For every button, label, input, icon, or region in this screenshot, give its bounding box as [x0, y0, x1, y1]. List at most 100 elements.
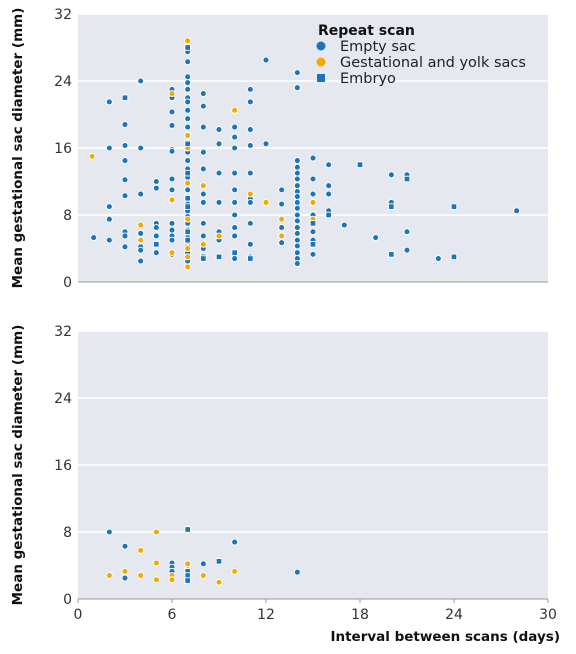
- top-point-empty: [293, 169, 301, 177]
- top-point-embryo: [200, 255, 207, 262]
- top-point-empty: [152, 184, 160, 192]
- bottom-point-yolk: [184, 560, 192, 568]
- top-series-embryo: [121, 44, 458, 262]
- bottom-x-tick-label: 30: [539, 607, 557, 623]
- top-point-empty: [293, 224, 301, 232]
- top-point-yolk: [184, 215, 192, 223]
- top-point-empty: [403, 246, 411, 254]
- top-point-empty: [231, 211, 239, 219]
- top-point-embryo: [153, 241, 160, 248]
- top-point-empty: [199, 219, 207, 227]
- top-point-empty: [293, 211, 301, 219]
- legend-label-empty: Empty sac: [340, 39, 416, 55]
- top-point-empty: [168, 147, 176, 155]
- bottom-panel: 0 8 16 24 32 0 6 12 18 24 30 Mean gestational sac d…: [10, 324, 557, 623]
- top-point-empty: [325, 161, 333, 169]
- top-point-empty: [215, 198, 223, 206]
- bottom-point-yolk: [231, 567, 239, 575]
- bottom-point-yolk: [137, 546, 145, 554]
- bottom-x-tick-label: 0: [74, 607, 83, 623]
- top-point-empty: [215, 140, 223, 148]
- top-point-yolk: [262, 198, 270, 206]
- top-point-empty: [293, 84, 301, 92]
- top-point-empty: [403, 228, 411, 236]
- top-point-empty: [121, 192, 129, 200]
- top-point-empty: [231, 232, 239, 240]
- top-point-embryo: [309, 241, 317, 248]
- top-point-empty: [246, 169, 254, 177]
- top-point-embryo: [121, 94, 129, 101]
- top-point-empty: [105, 236, 113, 244]
- top-y-tick-label: 8: [63, 208, 72, 224]
- bottom-x-tick-label: 12: [257, 607, 275, 623]
- top-point-empty: [293, 249, 301, 257]
- top-point-empty: [293, 175, 301, 183]
- legend-marker-empty: [316, 41, 326, 51]
- top-point-empty: [184, 79, 192, 87]
- top-point-empty: [168, 175, 176, 183]
- top-point-empty: [121, 142, 129, 149]
- legend-label-embryo: Embryo: [340, 71, 396, 87]
- bottom-y-tick-label: 24: [54, 391, 72, 407]
- top-point-yolk: [168, 249, 176, 257]
- top-point-empty: [105, 98, 113, 106]
- bottom-y-axis-title: Mean gestational sac diameter (mm): [10, 325, 26, 606]
- top-point-empty: [293, 217, 301, 225]
- top-point-yolk: [168, 196, 176, 204]
- top-point-yolk: [199, 240, 207, 248]
- top-point-empty: [137, 144, 145, 152]
- top-point-empty: [152, 249, 160, 257]
- top-point-empty: [246, 98, 254, 106]
- bottom-x-tick-label: 18: [351, 607, 369, 623]
- top-point-embryo: [184, 203, 191, 210]
- legend-marker-embryo: [317, 74, 325, 82]
- top-point-embryo: [184, 169, 191, 177]
- bottom-point-empty: [293, 568, 301, 576]
- bottom-point-yolk: [152, 576, 160, 584]
- top-point-empty: [199, 148, 207, 156]
- top-point-empty: [105, 215, 113, 223]
- legend-marker-yolk: [316, 57, 326, 67]
- top-point-embryo: [184, 140, 191, 148]
- bottom-point-yolk: [168, 576, 176, 584]
- top-point-empty: [199, 123, 207, 131]
- top-point-embryo: [450, 203, 458, 210]
- top-point-empty: [325, 190, 333, 198]
- bottom-series-empty: [105, 528, 301, 582]
- top-point-empty: [231, 133, 239, 141]
- top-y-tick-label: 0: [63, 275, 72, 291]
- top-point-empty: [513, 207, 521, 215]
- top-point-yolk: [184, 245, 192, 252]
- top-point-empty: [340, 221, 348, 229]
- top-point-empty: [121, 176, 129, 184]
- top-y-tick-label: 16: [54, 141, 72, 157]
- bottom-x-tick-label: 6: [168, 607, 177, 623]
- top-point-empty: [199, 90, 207, 98]
- bottom-point-yolk: [105, 572, 113, 579]
- top-point-empty: [137, 190, 145, 198]
- top-point-empty: [184, 73, 192, 81]
- top-point-empty: [184, 115, 192, 123]
- top-point-empty: [231, 123, 239, 131]
- top-point-empty: [246, 198, 254, 206]
- top-point-embryo: [450, 253, 458, 261]
- top-point-empty: [293, 236, 301, 244]
- top-point-yolk: [184, 253, 192, 261]
- top-point-empty: [184, 157, 192, 165]
- top-point-empty: [309, 190, 317, 198]
- top-point-empty: [309, 250, 317, 258]
- top-point-yolk: [184, 263, 192, 271]
- top-point-yolk: [309, 198, 317, 206]
- top-point-empty: [137, 257, 145, 265]
- bottom-x-tick-label: 24: [445, 607, 463, 623]
- top-point-empty: [372, 234, 380, 242]
- top-point-embryo: [184, 44, 191, 51]
- top-point-empty: [137, 229, 145, 237]
- top-point-embryo: [215, 253, 223, 261]
- top-point-empty: [121, 232, 129, 240]
- top-point-yolk: [137, 236, 145, 244]
- top-point-empty: [278, 239, 286, 247]
- legend-item-yolk: Gestational and yolk sacs: [316, 55, 526, 71]
